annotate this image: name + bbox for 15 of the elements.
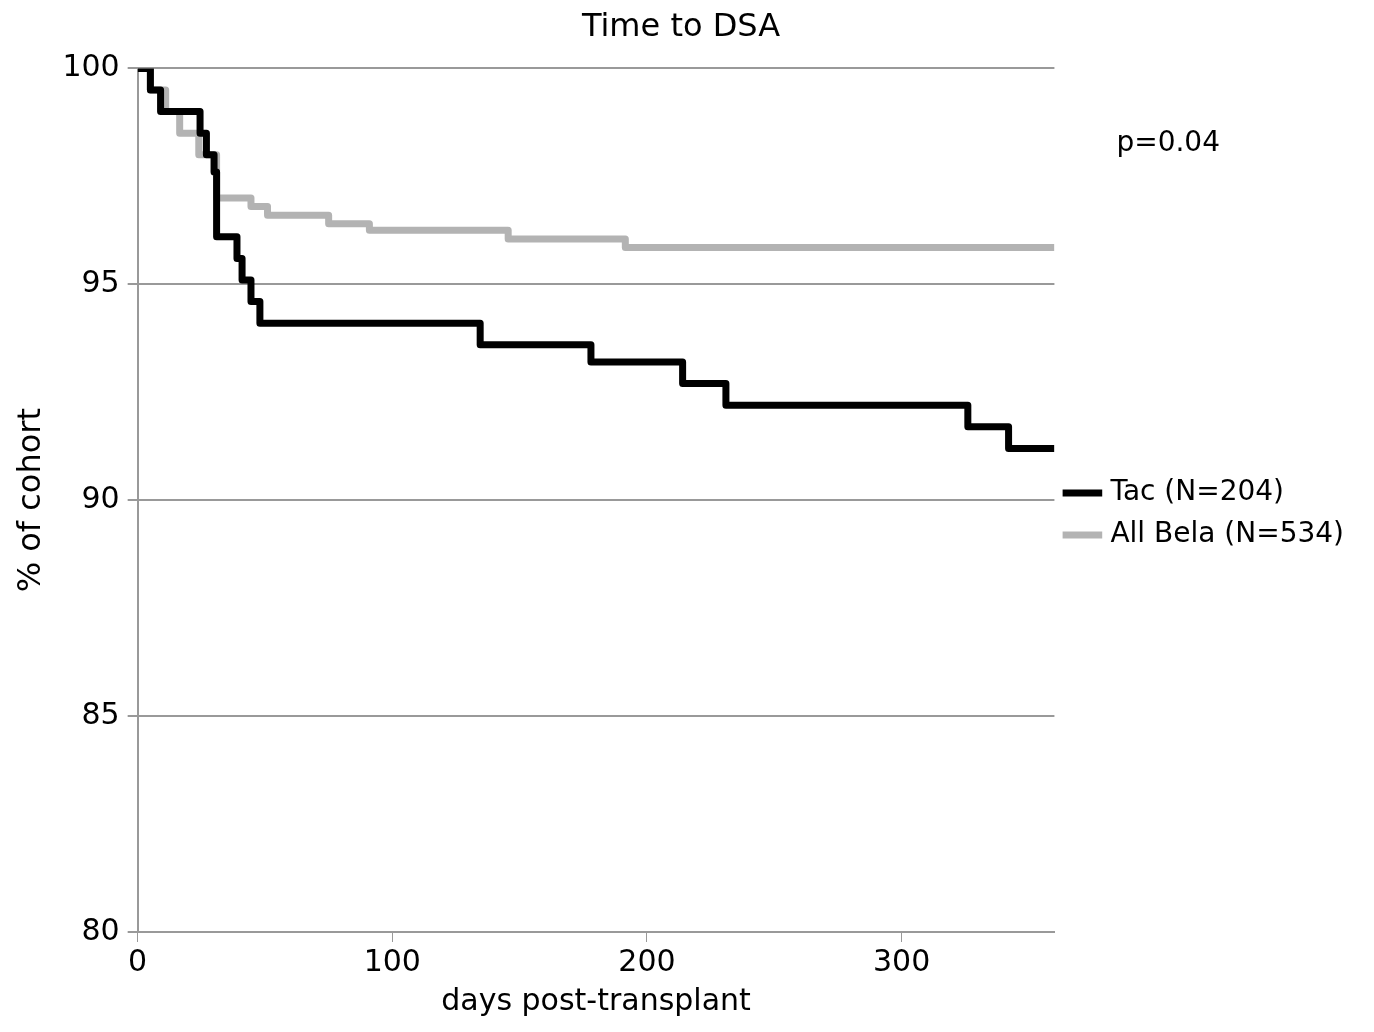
- legend-label: All Bela (N=534): [1110, 516, 1345, 550]
- y-tick-label: 95: [81, 264, 120, 300]
- y-tick-label: 90: [81, 480, 120, 515]
- text: p=0.04: [1116, 124, 1220, 158]
- x-tick-label: 200: [618, 942, 676, 978]
- y-tick-label: 100: [62, 48, 120, 84]
- y-tick-label: 80: [81, 911, 120, 947]
- x-tick-label: 100: [363, 942, 421, 978]
- x-axis-title: days post-transplant: [441, 981, 752, 1017]
- x-tick-label: 300: [872, 942, 931, 978]
- y-axis-title: % of cohort: [9, 408, 48, 593]
- x-tick-label: 0: [128, 942, 148, 978]
- chart-title: Time to DSA: [580, 5, 781, 44]
- y-tick-label: 85: [81, 695, 120, 731]
- legend-label: Tac (N=204): [1109, 474, 1285, 508]
